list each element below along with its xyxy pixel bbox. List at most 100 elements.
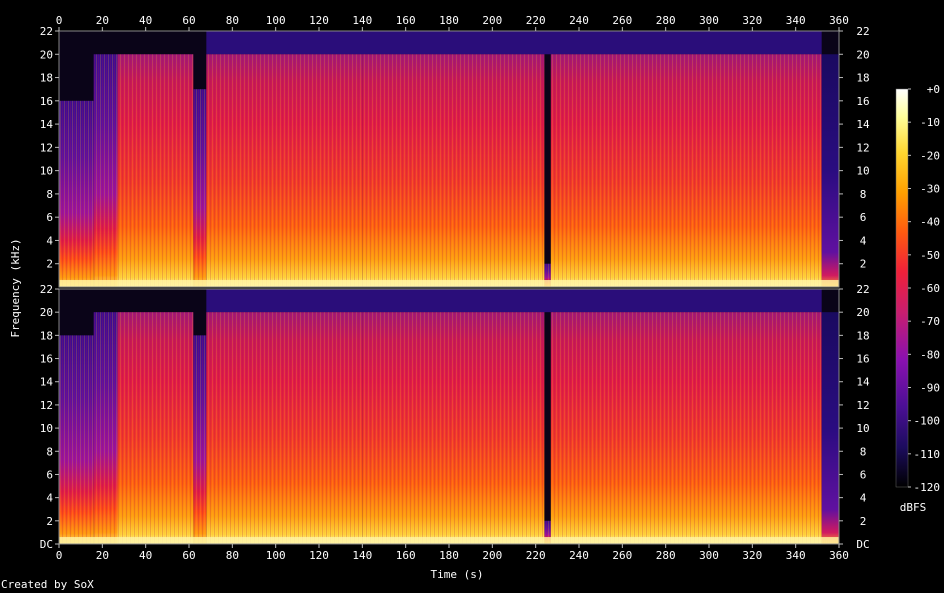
channel-1-upper-band [206,31,822,55]
colorbar-tick-label: -50 [920,249,940,262]
channel-2-segment-texture [362,312,545,544]
y-tick-label-left: 6 [46,468,53,481]
channel-1-segment [821,54,839,287]
y-tick-label-right: 14 [856,118,870,131]
colorbar-layer: +0 -10 -20 -30 -40 -50 -60 -70 -80 -90 -100 -110 -12… [895,83,941,514]
channel-1-segment-texture [59,100,94,288]
colorbar-tick-label: -110 [914,448,941,461]
y-tick-label-left: 2 [46,258,53,271]
x-tick-label-bottom: 200 [482,549,502,562]
x-tick-label-top: 40 [139,14,152,27]
x-tick-label-top: 340 [786,14,806,27]
x-tick-label-top: 60 [182,14,195,27]
x-tick-label-bottom: 240 [569,549,589,562]
y-tick-label-right: 8 [860,445,867,458]
colorbar-label: dBFS [900,501,927,514]
colorbar-tick-label: -120 [914,481,941,494]
colorbar-tick-label: -100 [914,415,941,428]
y-tick-label-left: 14 [40,376,54,389]
channel-2-segment-texture [544,520,551,544]
y-tick-label-left: 4 [46,492,53,505]
x-tick-label-bottom: 0 [56,549,63,562]
x-tick-label-top: 280 [656,14,676,27]
y-tick-label-right: 18 [856,329,869,342]
x-tick-label-bottom: 20 [96,549,109,562]
y-tick-label-right: DC [856,538,869,551]
x-tick-label-bottom: 360 [829,549,849,562]
y-tick-label-right: 4 [860,492,867,505]
y-tick-label-right: 22 [856,25,869,38]
y-axis-title: Frequency (kHz) [9,238,22,337]
colorbar-tick-label: -80 [920,348,940,361]
axes-layer: 0 0 20 20 40 40 60 60 80 80 100 100 120 120 140 140 160 1… [9,14,870,581]
x-tick-label-top: 300 [699,14,719,27]
x-tick-label-bottom: 120 [309,549,329,562]
x-axis-title: Time (s) [431,568,484,581]
y-tick-label-right: 6 [860,468,867,481]
y-tick-label-right: 20 [856,48,869,61]
colorbar-gradient [895,88,909,488]
colorbar-tick-label: -70 [920,315,940,328]
y-tick-label-left: 12 [40,399,53,412]
x-tick-label-top: 260 [612,14,632,27]
channel-1-segment-texture [206,54,363,287]
channel-1-segment-texture [93,54,118,287]
y-tick-label-left: 10 [40,422,53,435]
channel-2-segment-texture [206,312,363,544]
y-tick-label-right: 22 [856,283,869,296]
y-tick-label-left: 18 [40,72,53,85]
x-tick-label-bottom: 160 [396,549,416,562]
y-tick-label-right: 12 [856,399,869,412]
x-tick-label-bottom: 60 [182,549,195,562]
colorbar-tick-label: -10 [920,116,940,129]
y-tick-label-right: 8 [860,188,867,201]
x-tick-label-bottom: 40 [139,549,152,562]
x-tick-label-bottom: 260 [612,549,632,562]
channel-2-segment-texture [59,335,94,544]
credit-text: Created by SoX [1,578,94,591]
y-tick-label-left: 2 [46,515,53,528]
y-tick-label-right: 2 [860,258,867,271]
x-tick-label-top: 360 [829,14,849,27]
channel-2-segment [821,312,839,544]
x-tick-label-top: 0 [56,14,63,27]
y-tick-label-left: 10 [40,165,53,178]
colorbar-tick-label: -30 [920,183,940,196]
y-tick-label-left: 6 [46,211,53,224]
y-tick-label-left: 12 [40,141,53,154]
y-tick-label-right: 10 [856,165,869,178]
y-tick-label-right: 4 [860,234,867,247]
y-tick-label-left: DC [40,538,53,551]
x-tick-label-top: 160 [396,14,416,27]
x-tick-label-top: 180 [439,14,459,27]
y-tick-label-right: 16 [856,95,869,108]
y-tick-label-right: 14 [856,376,870,389]
x-tick-label-bottom: 80 [226,549,239,562]
x-tick-label-bottom: 140 [352,549,372,562]
y-tick-label-left: 20 [40,48,53,61]
plot-layer [59,31,839,544]
channel-2-segment-texture [193,335,207,544]
x-tick-label-bottom: 180 [439,549,459,562]
y-tick-label-right: 18 [856,72,869,85]
colorbar-tick-label: -40 [920,216,940,229]
x-tick-label-top: 20 [96,14,109,27]
x-tick-label-bottom: 100 [266,549,286,562]
colorbar-tick-label: +0 [927,83,940,96]
channel-2-segment-texture [550,312,822,544]
y-tick-label-left: 8 [46,445,53,458]
channel-2-segment-texture [93,312,118,544]
x-tick-label-top: 80 [226,14,239,27]
y-tick-label-left: 20 [40,306,53,319]
y-tick-label-right: 2 [860,515,867,528]
y-tick-label-left: 8 [46,188,53,201]
x-tick-label-bottom: 320 [742,549,762,562]
x-tick-label-top: 200 [482,14,502,27]
x-tick-label-top: 140 [352,14,372,27]
x-tick-label-bottom: 280 [656,549,676,562]
y-tick-label-right: 10 [856,422,869,435]
channel-1-segment-texture [544,263,551,287]
y-tick-label-right: 12 [856,141,869,154]
colorbar-tick-label: -20 [920,149,940,162]
